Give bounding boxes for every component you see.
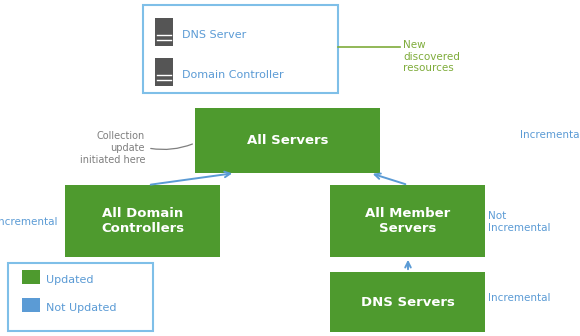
FancyBboxPatch shape	[65, 185, 220, 257]
Text: Not
Incremental: Not Incremental	[488, 211, 550, 233]
Text: Incremental: Incremental	[0, 217, 58, 227]
FancyBboxPatch shape	[8, 263, 153, 331]
FancyBboxPatch shape	[155, 58, 173, 86]
FancyBboxPatch shape	[143, 5, 338, 93]
FancyBboxPatch shape	[195, 108, 380, 173]
Text: Not Updated: Not Updated	[46, 303, 117, 313]
Text: DNS Servers: DNS Servers	[361, 295, 455, 308]
Text: Incremental: Incremental	[488, 293, 550, 303]
FancyBboxPatch shape	[22, 298, 40, 312]
Text: DNS Server: DNS Server	[182, 30, 246, 40]
Text: Incremental: Incremental	[520, 130, 580, 140]
FancyBboxPatch shape	[330, 272, 485, 332]
FancyBboxPatch shape	[22, 270, 40, 284]
FancyBboxPatch shape	[155, 18, 173, 46]
Text: Collection
update
initiated here: Collection update initiated here	[79, 131, 145, 165]
Text: All Servers: All Servers	[246, 134, 328, 147]
Text: All Member
Servers: All Member Servers	[365, 207, 450, 235]
Text: New
discovered
resources: New discovered resources	[403, 40, 460, 73]
Text: All Domain
Controllers: All Domain Controllers	[101, 207, 184, 235]
Text: Domain Controller: Domain Controller	[182, 70, 284, 80]
Text: Updated: Updated	[46, 275, 93, 285]
FancyBboxPatch shape	[330, 185, 485, 257]
